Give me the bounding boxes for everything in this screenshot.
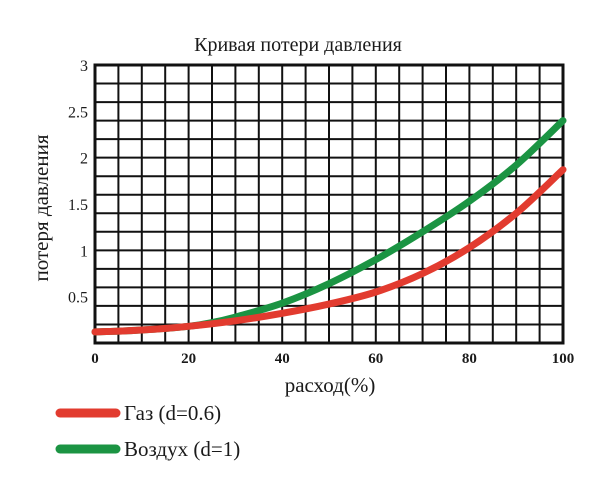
y-tick-labels: 0.5 1 1.5 2 2.5 3 — [68, 58, 88, 307]
legend-label-1: Воздух (d=1) — [124, 437, 240, 461]
y-tick-label: 2.5 — [68, 104, 88, 121]
x-tick-label: 100 — [552, 351, 575, 367]
series-line-0 — [91, 166, 567, 336]
x-tick-label: 20 — [181, 351, 196, 367]
series-group — [91, 117, 567, 336]
x-tick-label: 80 — [462, 351, 477, 367]
plot-frame — [93, 63, 565, 345]
y-axis-label: потеря давления — [29, 134, 53, 281]
x-tick-label: 60 — [368, 351, 383, 367]
x-axis-label: расход(%) — [285, 373, 376, 397]
y-tick-label: 1 — [80, 243, 88, 260]
y-tick-label: 0.5 — [68, 290, 88, 307]
legend-label-0: Газ (d=0.6) — [124, 401, 221, 425]
x-tick-label: 40 — [275, 351, 290, 367]
y-tick-label: 2 — [80, 151, 88, 168]
x-tick-label: 0 — [91, 351, 99, 367]
y-tick-label: 3 — [80, 58, 88, 75]
legend: Газ (d=0.6) Воздух (d=1) — [55, 401, 240, 461]
x-tick-labels: 0 20 40 60 80 100 — [91, 351, 574, 367]
y-tick-label: 1.5 — [68, 197, 88, 214]
chart-title: Кривая потери давления — [194, 34, 402, 56]
